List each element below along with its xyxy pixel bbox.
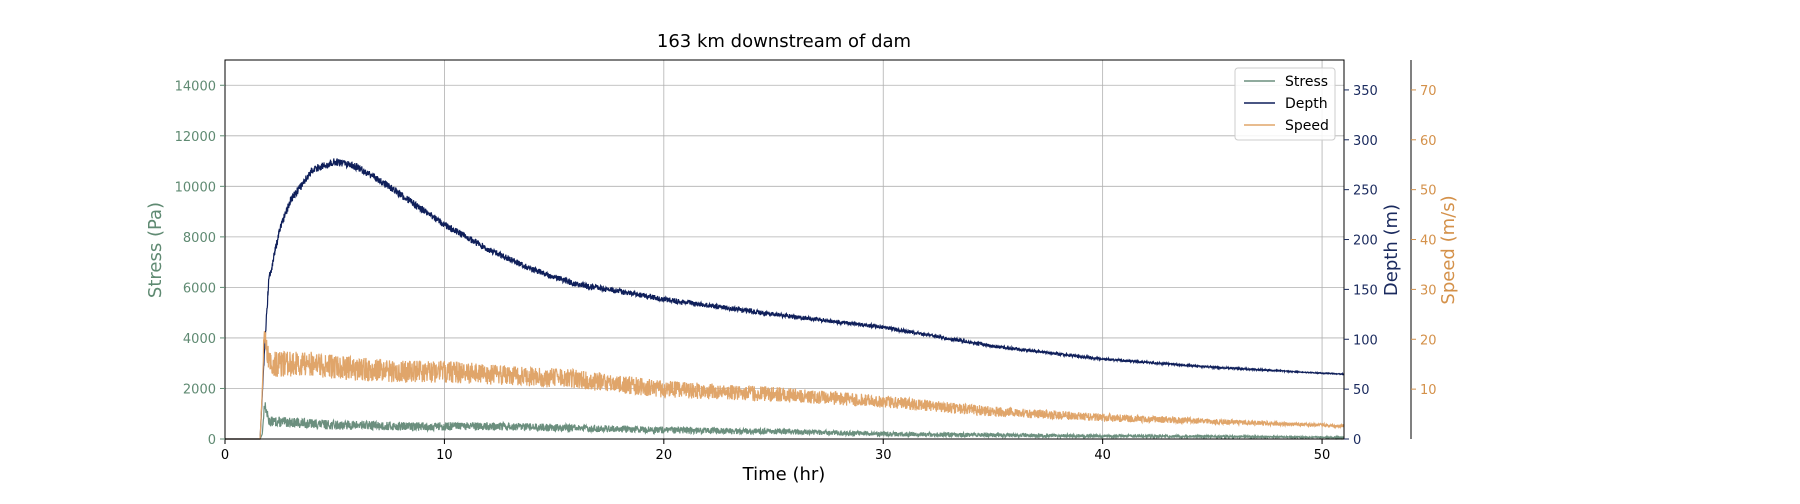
stress-tick-label: 2000 [183, 382, 216, 397]
chart-title: 163 km downstream of dam [657, 31, 911, 52]
legend-box [1234, 67, 1336, 141]
stress-tick-label: 0 [208, 433, 216, 448]
depth-tick-label: 100 [1353, 333, 1378, 348]
stress-tick-label: 12000 [175, 130, 216, 145]
series-line-speed [225, 331, 1345, 440]
depth-tick-label: 150 [1353, 283, 1378, 298]
legend: Stress Depth Speed [1234, 67, 1336, 141]
grid-lines [224, 60, 1344, 439]
speed-axis: 10 20 30 40 50 60 70 [1411, 84, 1437, 398]
depth-axis: 0 50 100 150 200 250 300 350 [1344, 84, 1378, 448]
depth-tick-label: 50 [1353, 383, 1370, 398]
stress-tick-label: 4000 [183, 332, 216, 347]
legend-label-stress: Stress [1285, 74, 1328, 90]
legend-label-speed: Speed [1285, 118, 1329, 134]
stress-tick-label: 6000 [183, 281, 216, 296]
x-tick-label: 30 [875, 448, 892, 463]
x-tick-label: 20 [656, 448, 673, 463]
depth-tick-label: 300 [1353, 134, 1378, 149]
stress-tick-label: 10000 [175, 180, 216, 195]
x-tick-label: 40 [1094, 448, 1111, 463]
speed-tick-label: 30 [1420, 283, 1437, 298]
depth-tick-label: 200 [1353, 234, 1378, 249]
series-line-depth [225, 158, 1345, 440]
x-tick-label: 10 [436, 448, 453, 463]
speed-tick-label: 60 [1420, 134, 1437, 149]
x-tick-label: 0 [221, 448, 229, 463]
x-axis: 0 10 20 30 40 50 [221, 439, 1330, 463]
speed-axis-label: Speed (m/s) [1438, 195, 1459, 304]
legend-label-depth: Depth [1285, 96, 1328, 112]
plot-frame [224, 59, 1345, 440]
x-axis-label: Time (hr) [742, 464, 826, 485]
speed-tick-label: 50 [1420, 184, 1437, 199]
depth-tick-label: 250 [1353, 184, 1378, 199]
stress-axis-label: Stress (Pa) [145, 202, 166, 298]
stress-tick-label: 8000 [183, 231, 216, 246]
depth-axis-label: Depth (m) [1381, 204, 1402, 296]
depth-tick-label: 350 [1353, 84, 1378, 99]
plot-area [225, 158, 1345, 441]
speed-tick-label: 40 [1420, 234, 1437, 249]
speed-tick-label: 10 [1420, 383, 1437, 398]
stress-tick-label: 14000 [175, 79, 216, 94]
stress-axis: 0 2000 4000 6000 8000 10000 12000 14000 [175, 79, 225, 448]
speed-tick-label: 70 [1420, 84, 1437, 99]
x-tick-label: 50 [1314, 448, 1331, 463]
series-line-stress [225, 402, 1345, 441]
depth-tick-label: 0 [1353, 433, 1361, 448]
speed-tick-label: 20 [1420, 333, 1437, 348]
